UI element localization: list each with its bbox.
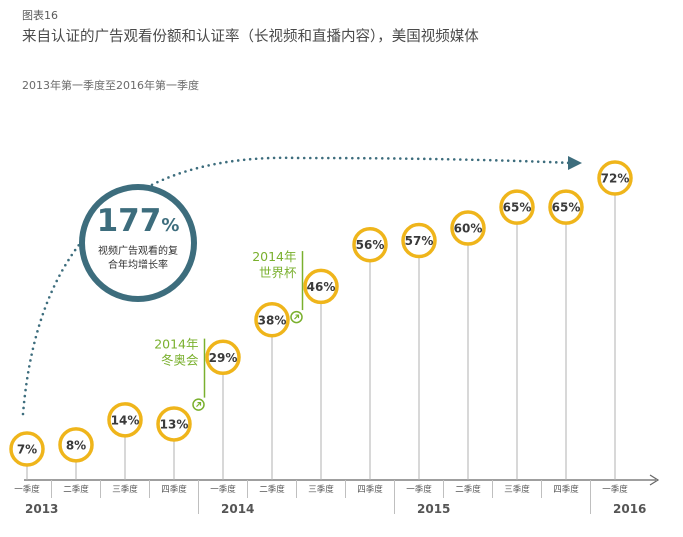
value-point [254,302,290,338]
quarter-label: 四季度 [553,484,579,495]
value-point [401,222,437,259]
value-point [352,226,388,263]
value-label: 14% [111,413,140,427]
cagr-text: 视频广告观看的复合年均增长率 [98,246,178,271]
quarter-label: 一季度 [602,484,628,495]
year-label: 2014 [221,502,254,516]
cagr-value: 177% [96,203,180,239]
quarter-label: 一季度 [406,484,432,495]
event-arrow-icon [294,314,300,320]
value-point [107,402,143,438]
quarter-label: 二季度 [455,484,481,495]
value-point [450,210,486,246]
quarter-label: 一季度 [14,484,40,495]
value-point [303,268,339,305]
value-point [9,431,45,467]
value-point [597,160,633,196]
value-label: 65% [552,201,581,215]
quarter-label: 二季度 [259,484,285,495]
value-label: 7% [17,443,37,457]
x-axis-arrow [649,474,660,486]
value-point [58,427,94,463]
quarter-label: 三季度 [308,484,334,495]
value-label: 60% [454,222,483,236]
value-point [205,339,241,376]
figure-label: 图表16 [22,9,58,22]
year-label: 2016 [613,502,646,516]
event-arrow-icon [196,402,202,408]
quarter-label: 一季度 [210,484,236,495]
value-label: 29% [209,351,238,365]
event-label: 2014年 [154,337,198,352]
quarter-label: 四季度 [161,484,187,495]
chart-title: 来自认证的广告观看份额和认证率（长视频和直播内容），美国视频媒体 [22,29,479,45]
quarter-label: 三季度 [504,484,530,495]
value-point [156,406,192,442]
value-label: 46% [307,280,336,294]
value-label: 56% [356,238,385,252]
value-label: 72% [601,172,630,186]
value-point [548,189,584,225]
event-label: 世界杯 [259,265,297,280]
quarter-label: 四季度 [357,484,383,495]
value-label: 13% [160,417,189,431]
value-label: 57% [405,234,434,248]
cagr-badge: 177% 视频广告观看的复合年均增长率 [79,184,197,302]
value-label: 8% [66,438,86,452]
chart-subtitle: 2013年第一季度至2016年第一季度 [22,79,199,92]
value-label: 65% [503,201,532,215]
event-label: 冬奥会 [161,353,199,368]
value-point [499,189,535,225]
quarter-label: 三季度 [112,484,138,495]
value-label: 38% [258,313,287,327]
quarter-label: 二季度 [63,484,89,495]
event-label: 2014年 [252,249,296,264]
year-label: 2015 [417,502,450,516]
growth-arrow [21,156,574,416]
growth-arrowhead [568,156,582,170]
year-label: 2013 [25,502,58,516]
